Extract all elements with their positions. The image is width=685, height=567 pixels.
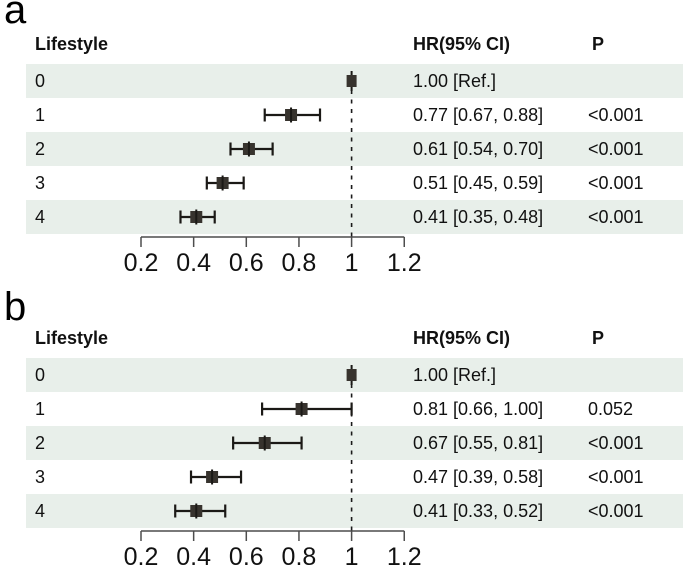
panel-a-p-value-2: <0.001 [588,139,644,159]
panel-a-x-tick-label: 1.2 [386,249,422,277]
panel-a-group-label-2: 2 [35,139,46,159]
panel-a-x-tick-label: 0.2 [123,249,159,277]
panel-a-p-value-3: <0.001 [588,173,644,193]
column-header-hr-ci: HR(95% CI) [413,34,511,54]
panel-b-row-band-2 [26,426,683,460]
panel-a-group-label-1: 1 [35,105,46,125]
panel-b-group-label-0: 0 [35,365,46,385]
column-header-p: P [592,34,605,54]
panel-b-group-label-4: 4 [35,501,46,521]
panel-a-x-tick-label: 0.4 [176,249,212,277]
panel-b-hr-ci-value-1: 0.81 [0.66, 1.00] [413,399,544,419]
panel-b-x-tick-label: 0.8 [281,543,317,567]
panel-b-point-estimate-3 [206,471,219,483]
panel-a-group-label-4: 4 [35,207,46,227]
panel-b-group-label-1: 1 [35,399,46,419]
panel-a-letter: a [4,0,27,32]
panel-b-x-tick-label: 1.2 [386,543,422,567]
panel-a-x-tick-label: 0.8 [281,249,317,277]
column-header-lifestyle: Lifestyle [35,34,109,54]
panel-a-x-tick-label: 1 [344,249,359,277]
panel-a-point-estimate-3 [216,177,229,189]
panel-b-p-value-4: <0.001 [588,501,644,521]
panel-b-p-value-2: <0.001 [588,433,644,453]
panel-b-p-value-3: <0.001 [588,467,644,487]
panel-b-hr-ci-value-3: 0.47 [0.39, 0.58] [413,467,544,487]
panel-b-x-tick-label: 0.2 [123,543,159,567]
panel-a-group-label-0: 0 [35,71,46,91]
panel-b-hr-ci-value-4: 0.41 [0.33, 0.52] [413,501,544,521]
panel-b-x-tick-label: 1 [344,543,359,567]
panel-b-hr-ci-value-2: 0.67 [0.55, 0.81] [413,433,544,453]
panel-a: a Lifestyle HR(95% CI) P 0 1.00 [Ref.] 1 0.… [0,0,685,283]
panel-a-x-tick-label: 0.6 [228,249,264,277]
panel-a-row-band-0 [26,64,683,98]
panel-a-hr-ci-value-4: 0.41 [0.35, 0.48] [413,207,544,227]
panel-b-p-value-1: 0.052 [588,399,634,419]
column-header-lifestyle: Lifestyle [35,328,109,348]
panel-b: b Lifestyle HR(95% CI) P 0 1.00 [Ref.] 1 0.… [0,287,685,567]
panel-a-p-value-1: <0.001 [588,105,644,125]
panel-b-point-estimate-1 [295,403,308,415]
panel-b-x-tick-label: 0.4 [176,543,212,567]
panel-a-row-band-2 [26,132,683,166]
panel-a-point-estimate-1 [285,109,298,121]
panel-b-group-label-3: 3 [35,467,46,487]
panel-a-row-band-4 [26,200,683,234]
column-header-p: P [592,328,605,348]
panel-a-hr-ci-value-0: 1.00 [Ref.] [413,71,497,91]
panel-b-row-band-4 [26,494,683,528]
panel-b-hr-ci-value-0: 1.00 [Ref.] [413,365,497,385]
panel-a-hr-ci-value-3: 0.51 [0.45, 0.59] [413,173,544,193]
panel-a-hr-ci-value-1: 0.77 [0.67, 0.88] [413,105,544,125]
panel-b-row-band-0 [26,358,683,392]
panel-a-group-label-3: 3 [35,173,46,193]
panel-b-letter: b [4,285,27,329]
panel-b-group-label-2: 2 [35,433,46,453]
panel-a-p-value-4: <0.001 [588,207,644,227]
panel-b-x-tick-label: 0.6 [228,543,264,567]
column-header-hr-ci: HR(95% CI) [413,328,511,348]
panel-a-hr-ci-value-2: 0.61 [0.54, 0.70] [413,139,544,159]
